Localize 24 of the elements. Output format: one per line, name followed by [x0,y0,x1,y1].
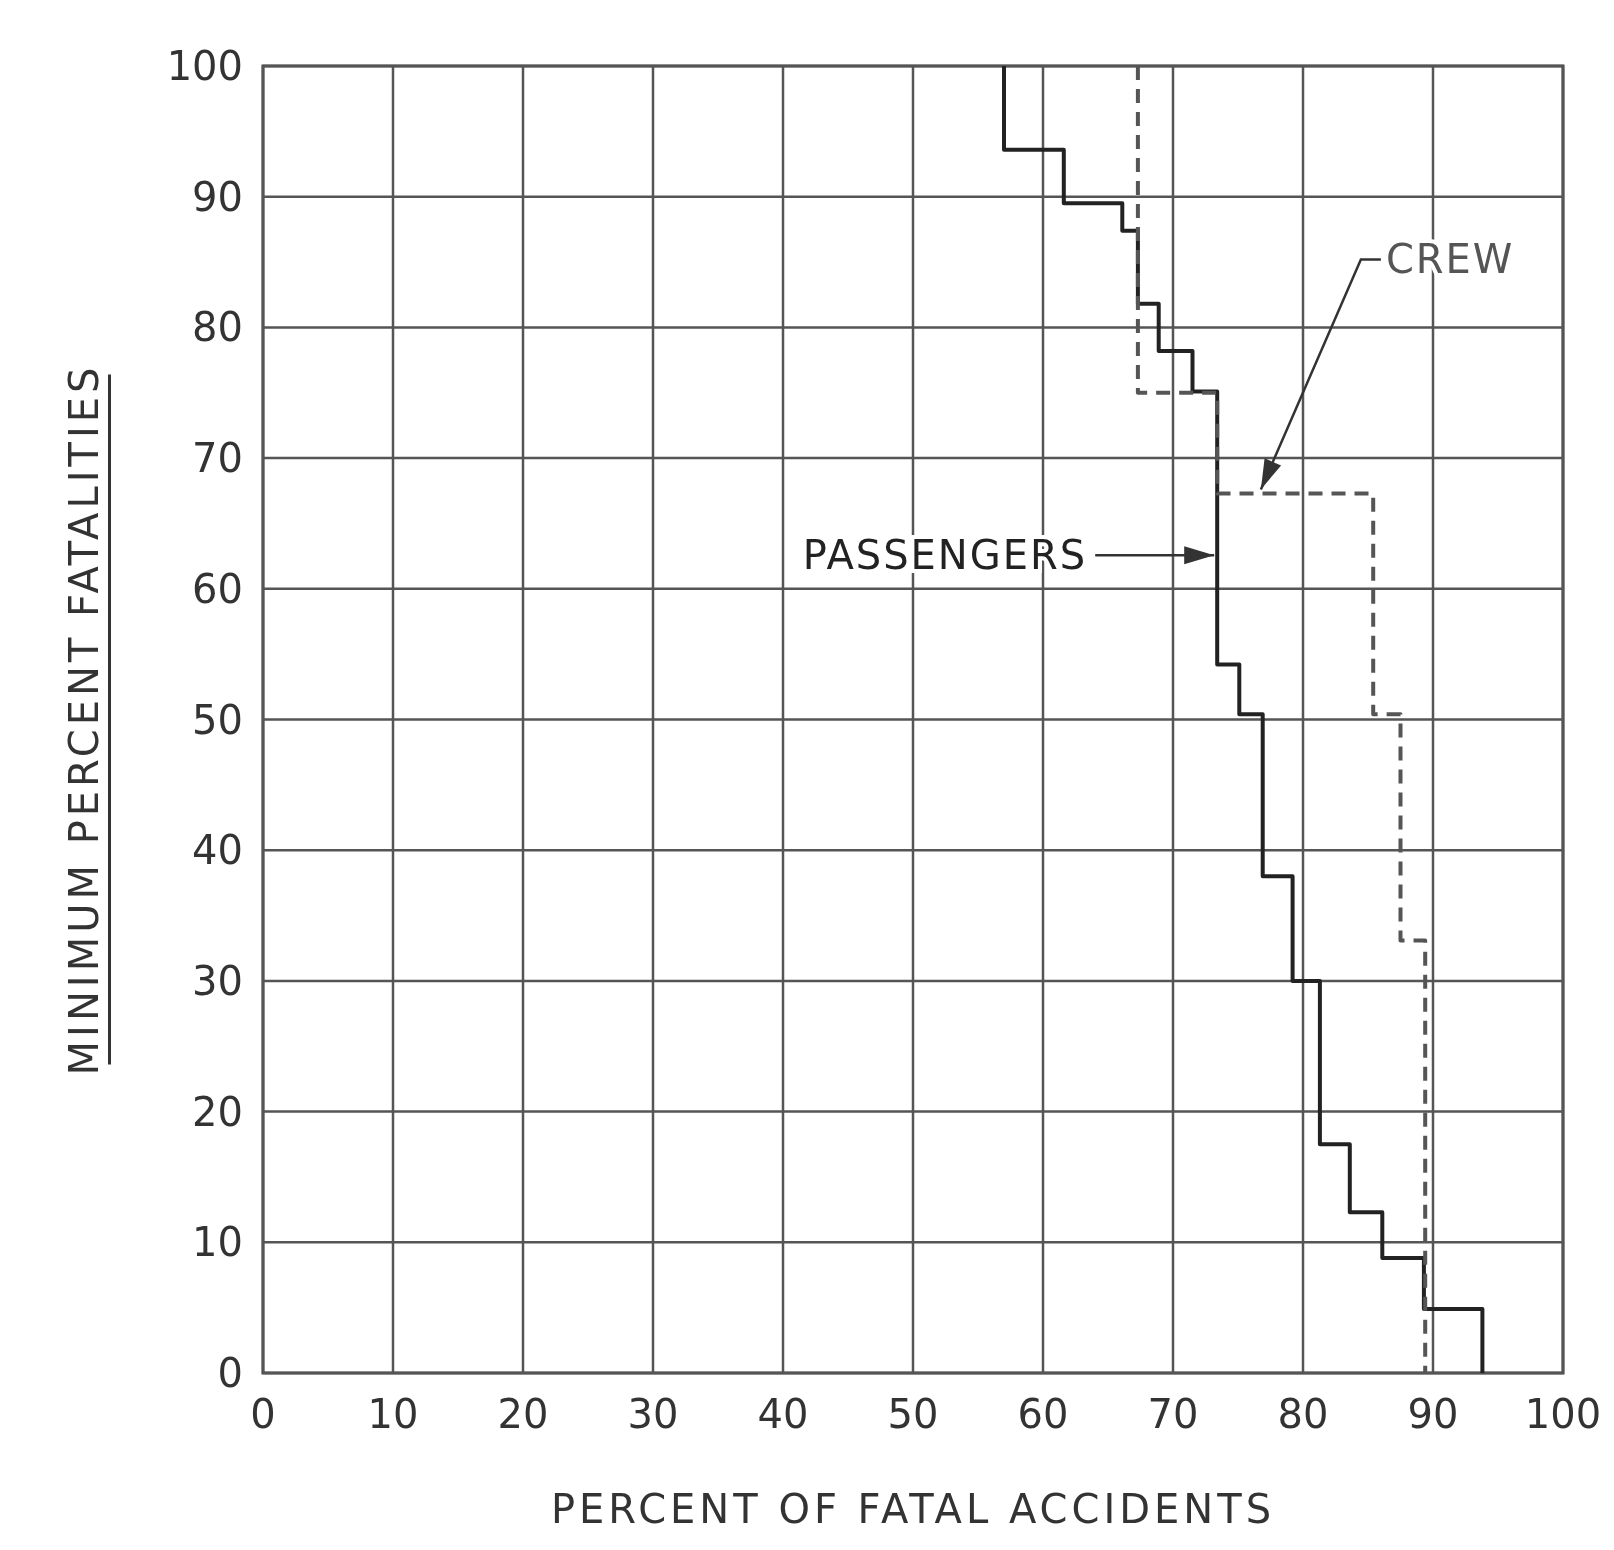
x-tick-label: 0 [250,1391,276,1437]
x-tick-label: 90 [1407,1391,1459,1437]
y-tick-label: 50 [192,696,243,743]
x-tick-label: 80 [1277,1391,1329,1437]
y-tick-label: 80 [192,304,243,351]
y-tick-label: 70 [192,435,243,482]
x-axis-title: PERCENT OF FATAL ACCIDENTS [550,1486,1276,1532]
y-tick-label: 0 [217,1350,243,1396]
y-tick-label: 10 [192,1219,243,1266]
x-tick-label: 70 [1147,1391,1199,1437]
y-axis-title: MINIMUM PERCENT FATALITIES [61,363,107,1076]
y-tick-label: 100 [166,43,243,89]
x-tick-label: 50 [887,1391,939,1437]
x-tick-label: 40 [757,1391,809,1437]
x-tick-label: 60 [1017,1391,1069,1437]
x-tick-label: 10 [367,1391,419,1437]
x-tick-label: 20 [497,1391,549,1437]
y-tick-label: 30 [192,957,243,1004]
y-tick-label: 40 [192,827,243,874]
x-tick-label: 100 [1524,1391,1602,1437]
y-tick-label: 20 [192,1088,243,1135]
x-tick-label: 30 [627,1391,679,1437]
y-tick-label: 60 [192,565,243,612]
y-tick-label: 90 [192,173,243,220]
